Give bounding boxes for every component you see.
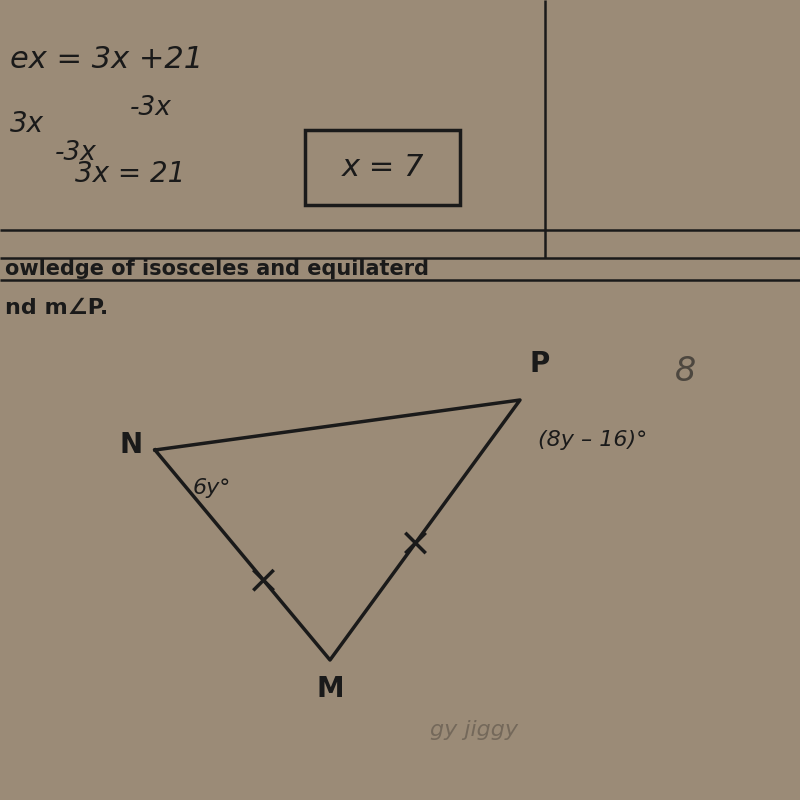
Text: ex = 3x +21: ex = 3x +21 bbox=[10, 45, 203, 74]
Text: 8: 8 bbox=[675, 355, 696, 388]
Text: 6y°: 6y° bbox=[193, 478, 231, 498]
Text: owledge of isosceles and equilaterd: owledge of isosceles and equilaterd bbox=[5, 259, 429, 279]
Text: -3x: -3x bbox=[55, 140, 97, 166]
Text: gy jiggy: gy jiggy bbox=[430, 720, 518, 740]
Text: P: P bbox=[530, 350, 550, 378]
Text: 3x: 3x bbox=[10, 110, 44, 138]
Text: M: M bbox=[316, 675, 344, 703]
Text: -3x: -3x bbox=[130, 95, 172, 121]
Text: (8y – 16)°: (8y – 16)° bbox=[538, 430, 647, 450]
Text: x = 7: x = 7 bbox=[342, 153, 424, 182]
Text: N: N bbox=[120, 431, 143, 459]
FancyBboxPatch shape bbox=[305, 130, 460, 205]
Text: 3x = 21: 3x = 21 bbox=[75, 160, 186, 188]
Text: nd m∠P.: nd m∠P. bbox=[5, 298, 108, 318]
